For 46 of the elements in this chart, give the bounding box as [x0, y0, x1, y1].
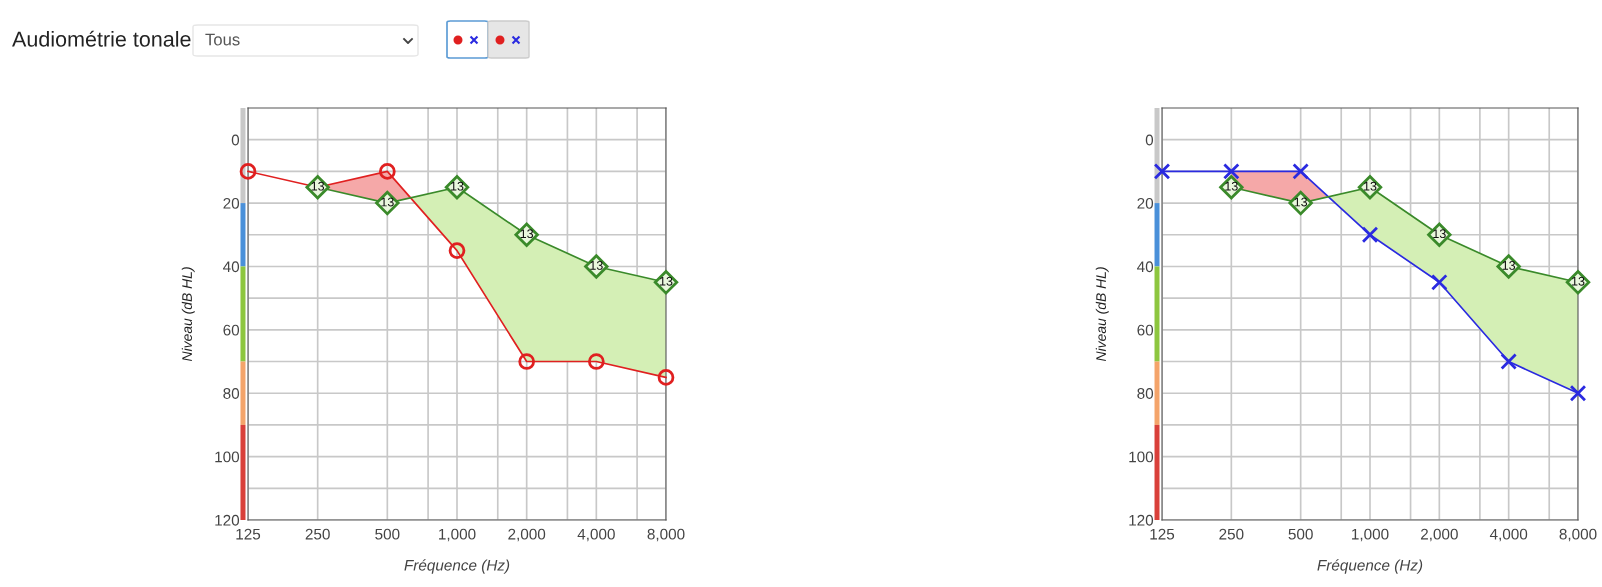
x-tick-label: 4,000	[1489, 528, 1528, 542]
annotation: 13	[381, 197, 394, 207]
x-tick-label: 1,000	[1352, 528, 1389, 542]
annotation: 13	[1502, 260, 1516, 270]
chart-title: Audiométrie tonale	[12, 30, 191, 47]
x-tick-label: 125	[236, 528, 261, 540]
x-tick-label: 250	[1219, 528, 1244, 540]
y-tick-label: 120	[215, 514, 240, 526]
y-tick-label: 40	[1137, 261, 1154, 273]
y-tick-label: 0	[231, 134, 240, 146]
x-tick-label: 2,000	[1420, 528, 1458, 542]
y-tick-label: 40	[223, 261, 240, 273]
annotation: 13	[451, 181, 464, 191]
y-tick-label: 80	[223, 388, 240, 399]
annotation: 13	[1225, 181, 1238, 191]
annotation: 13	[311, 181, 325, 191]
y-axis-title: Niveau (dB HL)	[181, 267, 195, 362]
x-tick-label: 250	[305, 528, 330, 540]
y-tick-label: 100	[1129, 451, 1154, 463]
y-tick-label: 80	[1137, 388, 1154, 399]
x-tick-label: 500	[375, 528, 400, 540]
annotation: 13	[1572, 276, 1585, 286]
annotation: 13	[590, 260, 603, 270]
y-tick-label: 60	[1137, 324, 1154, 336]
annotation: 13	[1364, 181, 1377, 191]
x-tick-label: 500	[1288, 528, 1313, 540]
x-tick-label: 4,000	[577, 528, 615, 542]
text: Tous	[205, 33, 240, 46]
y-tick-label: 120	[1129, 514, 1154, 526]
y-tick-label: 0	[1145, 134, 1154, 146]
y-tick-label: 20	[223, 197, 240, 209]
y-tick-label: 100	[215, 451, 240, 463]
x-tick-label: 8,000	[1559, 528, 1597, 542]
y-axis-title: Niveau (dB HL)	[1095, 267, 1109, 362]
annotation: 13	[1294, 197, 1308, 207]
y-tick-label: 60	[223, 324, 240, 336]
x-tick-label: 1,000	[439, 528, 476, 542]
y-tick-label: 20	[1137, 197, 1154, 209]
annotation: 13	[660, 276, 673, 286]
x-tick-label: 8,000	[647, 528, 685, 542]
annotation: 13	[520, 229, 534, 239]
annotation: 13	[1433, 229, 1446, 239]
x-tick-label: 2,000	[508, 528, 546, 542]
x-axis-title: Fréquence (Hz)	[1317, 559, 1423, 574]
x-tick-label: 125	[1150, 528, 1175, 540]
x-axis-title: Fréquence (Hz)	[404, 559, 510, 574]
